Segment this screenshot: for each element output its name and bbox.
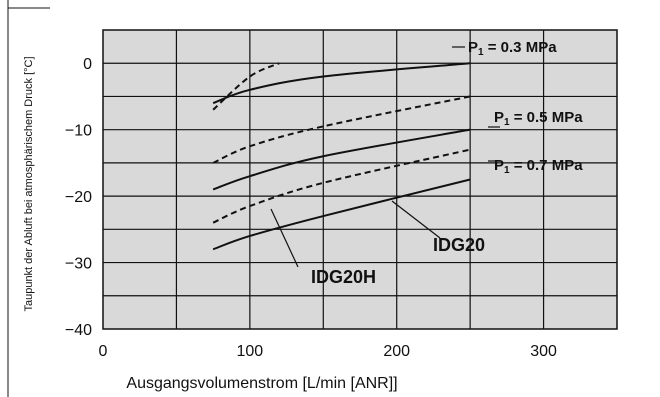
y-tick-label: −30 bbox=[65, 256, 92, 273]
y-tick-label: −10 bbox=[65, 123, 92, 140]
label-idg20: IDG20 bbox=[433, 235, 485, 255]
label-p1-0.7-mpa: P1 = 0.7 MPa bbox=[494, 157, 583, 176]
callout-line bbox=[391, 200, 441, 239]
y-axis-title: Taupunkt der Abluft bei atmosphärischem … bbox=[23, 56, 35, 311]
label-p1-0.5-mpa: P1 = 0.5 MPa bbox=[494, 109, 583, 128]
y-tick-label: 0 bbox=[83, 56, 92, 73]
series-line-idg20h-0 bbox=[212, 62, 280, 111]
x-tick-label: 0 bbox=[99, 343, 108, 360]
x-tick-label: 100 bbox=[237, 343, 264, 360]
plot-area bbox=[103, 30, 617, 329]
label-idg20h: IDG20H bbox=[311, 267, 376, 287]
series-line-idg20-3 bbox=[212, 128, 471, 191]
grid-lines bbox=[102, 29, 618, 330]
y-tick-label: −40 bbox=[65, 322, 92, 339]
series-line-idg20-1 bbox=[212, 62, 471, 105]
callout-lines bbox=[270, 46, 500, 268]
series-line-idg20-5 bbox=[212, 178, 471, 251]
callout-line bbox=[270, 208, 299, 268]
x-tick-label: 200 bbox=[383, 343, 410, 360]
tick-labels: 0 100 200 300 0 −10 −20 −30 −40 bbox=[65, 56, 557, 360]
x-axis-title: Ausgangsvolumenstrom [L/min [ANR]] bbox=[126, 375, 397, 392]
y-tick-label: −20 bbox=[65, 189, 92, 206]
annotation-layer: P1 = 0.3 MPa P1 = 0.5 MPa P1 = 0.7 MPa I… bbox=[311, 39, 583, 287]
label-p1-0.3-mpa: P1 = 0.3 MPa bbox=[468, 39, 557, 58]
series-line-idg20h-4 bbox=[212, 148, 471, 224]
x-tick-label: 300 bbox=[530, 343, 557, 360]
series-line-idg20h-2 bbox=[212, 95, 471, 164]
plot-border bbox=[102, 29, 618, 330]
plot-background bbox=[103, 30, 617, 329]
series-layer bbox=[212, 62, 471, 251]
